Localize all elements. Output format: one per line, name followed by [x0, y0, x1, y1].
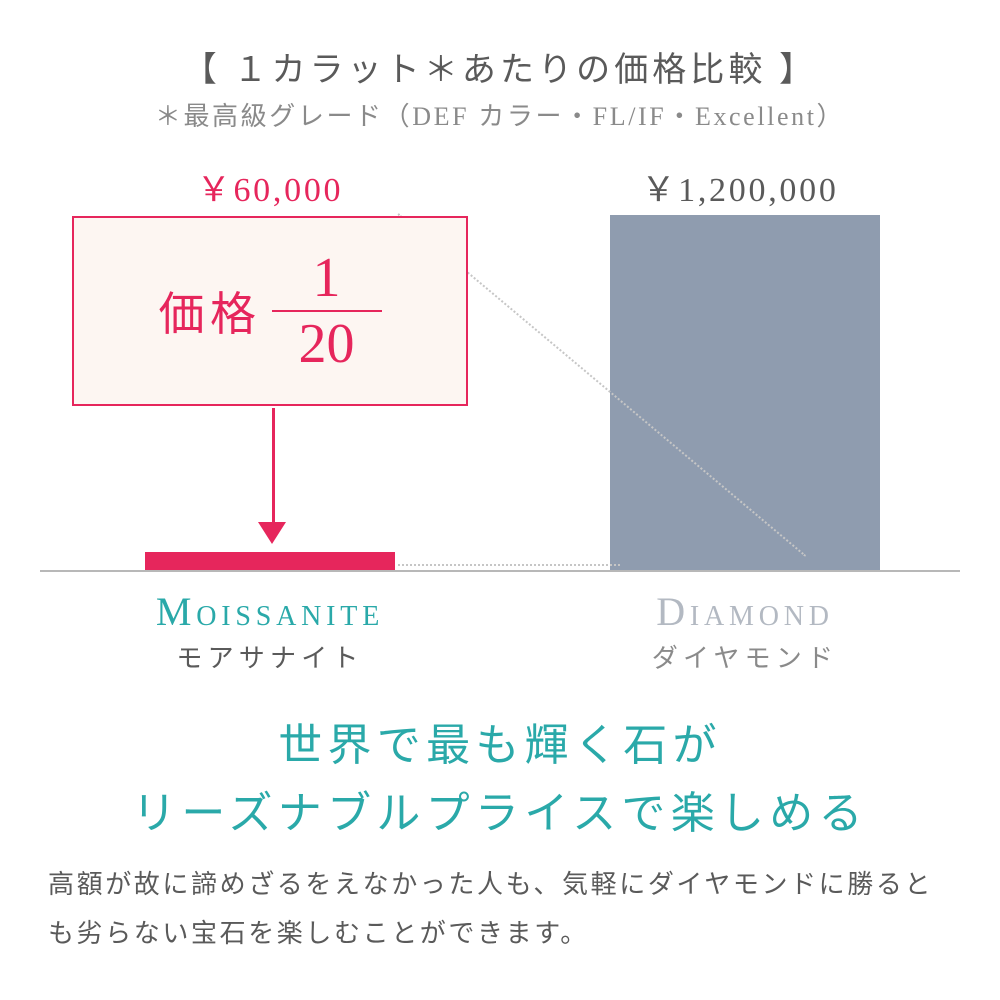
moissanite-label-en: Moissanite — [70, 588, 470, 635]
headline-line1: 世界で最も輝く石が — [278, 721, 722, 770]
diamond-price-label: ￥1,200,000 — [560, 162, 920, 211]
arrow-line-icon — [272, 408, 275, 526]
page-subtitle: ＊最高級グレード（DEF カラー・FL/IF・Excellent） — [0, 96, 1000, 133]
chart-baseline — [40, 570, 960, 572]
price-ratio-numerator: 1 — [313, 246, 341, 310]
page-title: 【 １カラット＊あたりの価格比較 】 — [0, 42, 1000, 91]
headline-line2: リーズナブルプライスで楽しめる — [132, 789, 868, 838]
diamond-bar — [610, 215, 880, 570]
price-ratio-callout: 価格 1 20 — [72, 216, 468, 406]
diamond-label-en: Diamond — [560, 588, 930, 635]
headline: 世界で最も輝く石が リーズナブルプライスで楽しめる — [0, 712, 1000, 848]
arrow-head-icon — [258, 522, 286, 544]
diamond-label-jp: ダイヤモンド — [560, 638, 930, 675]
moissanite-price-label: ￥60,000 — [120, 162, 420, 211]
moissanite-bar — [145, 552, 395, 570]
price-ratio-label: 価格 — [158, 278, 261, 344]
guide-line-horizontal — [398, 564, 620, 566]
moissanite-label-jp: モアサナイト — [70, 638, 470, 675]
body-copy: 高額が故に諦めざるをえなかった人も、気軽にダイヤモンドに勝るとも劣らない宝石を楽… — [48, 860, 952, 959]
price-ratio-denominator: 20 — [299, 312, 355, 376]
